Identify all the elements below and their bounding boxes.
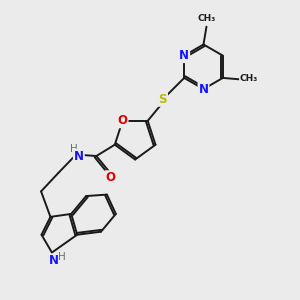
Text: N: N <box>179 49 189 62</box>
Text: H: H <box>58 252 66 262</box>
Text: O: O <box>118 114 128 127</box>
Text: CH₃: CH₃ <box>240 74 258 83</box>
Text: S: S <box>158 93 167 106</box>
Text: H: H <box>70 144 78 154</box>
Text: N: N <box>74 149 84 163</box>
Text: N: N <box>199 82 208 96</box>
Text: CH₃: CH₃ <box>197 14 216 23</box>
Text: N: N <box>48 254 59 267</box>
Text: O: O <box>105 171 115 184</box>
